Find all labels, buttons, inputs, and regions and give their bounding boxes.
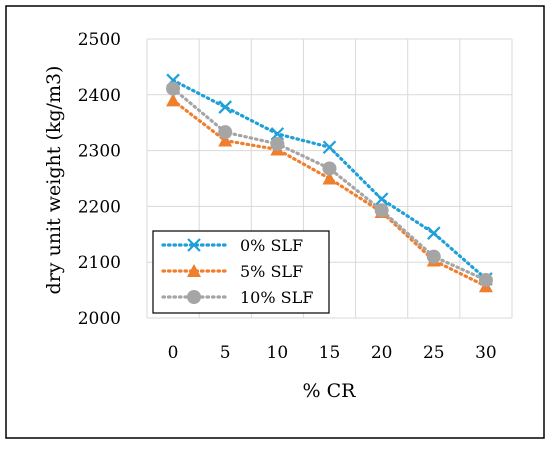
y-tick-label: 2100: [78, 253, 121, 273]
data-point: [427, 226, 441, 240]
x-tick-label: 5: [220, 343, 231, 363]
y-tick-label: 2000: [78, 309, 121, 329]
legend-label: 0% SLF: [240, 236, 303, 255]
x-tick-label: 20: [371, 343, 393, 363]
x-axis-title: % CR: [303, 380, 357, 402]
data-point: [166, 93, 181, 107]
x-tick-label: 0: [168, 343, 179, 363]
legend-item: 0% SLF: [161, 236, 303, 255]
chart-border: [5, 5, 545, 439]
y-axis-title: dry unit weight (kg/m3): [43, 66, 65, 295]
data-point: [426, 249, 441, 264]
legend-marker: [187, 264, 201, 277]
legend-label: 10% SLF: [240, 288, 313, 307]
x-tick-label: 10: [267, 343, 289, 363]
data-point: [322, 161, 337, 176]
legend-marker: [187, 290, 201, 304]
series-10-slf: [166, 81, 493, 288]
y-tick-label: 2200: [78, 197, 121, 217]
y-tick-label: 2300: [78, 142, 121, 162]
x-tick-label: 30: [475, 343, 497, 363]
data-point: [270, 136, 285, 151]
y-tick-label: 2500: [78, 30, 121, 50]
data-point: [270, 127, 285, 141]
data-point: [374, 192, 389, 206]
x-tick-label: 15: [319, 343, 341, 363]
data-point: [478, 273, 493, 288]
data-point: [218, 125, 233, 140]
data-point: [374, 203, 389, 218]
tick-labels: 2000 2100 2200 2300 2400 2500 0 5 10 15 20 25 30: [78, 30, 497, 363]
gridlines: [146, 38, 513, 319]
data-point: [218, 133, 233, 147]
data-point: [166, 81, 181, 96]
legend-item: 10% SLF: [161, 288, 313, 307]
data-point: [322, 140, 337, 155]
data-point: [322, 171, 337, 185]
series-0-slf: [166, 73, 493, 286]
legend-label: 5% SLF: [240, 262, 303, 281]
data-point: [218, 100, 232, 114]
legend: 0% SLF 5% SLF 10% SLF: [152, 230, 330, 314]
legend-item: 5% SLF: [161, 262, 303, 281]
legend-marker: [187, 238, 201, 252]
series-lines: [166, 73, 493, 293]
y-tick-label: 2400: [78, 86, 121, 106]
x-tick-label: 25: [423, 343, 445, 363]
